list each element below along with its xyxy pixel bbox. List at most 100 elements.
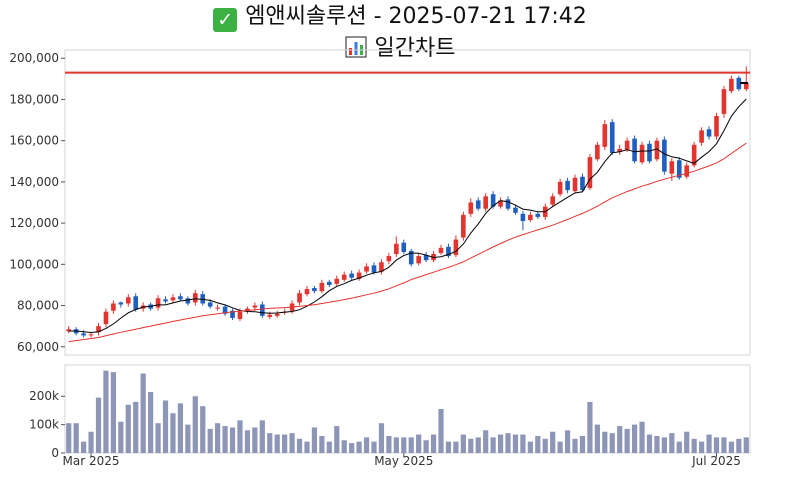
candle-body	[364, 266, 369, 272]
volume-y-tick-label: 200k	[29, 389, 59, 403]
long-moving-average-line	[68, 142, 747, 343]
volume-bar	[408, 437, 414, 453]
volume-bar	[274, 434, 280, 453]
candles	[66, 66, 749, 338]
candle-body	[334, 278, 340, 284]
candle-body	[96, 326, 101, 333]
volume-bars	[66, 370, 749, 453]
candle-body	[729, 78, 734, 92]
candle-body	[743, 82, 749, 90]
volume-y-axis: 0 100k 200k	[29, 389, 65, 460]
volume-bar	[572, 438, 578, 453]
candle-body	[118, 302, 124, 305]
candle-body	[192, 293, 198, 303]
candle-body	[66, 329, 72, 332]
candle-body	[513, 207, 518, 213]
volume-bar	[550, 431, 556, 453]
candle-body	[416, 256, 421, 264]
volume-bar	[341, 440, 347, 453]
reference-line-group	[65, 71, 750, 84]
candle-body	[274, 313, 280, 316]
volume-bar	[594, 424, 600, 453]
candle-body	[103, 311, 109, 325]
volume-bar	[401, 437, 407, 453]
candle-body	[721, 89, 727, 114]
candle-body	[81, 333, 86, 336]
volume-bar	[631, 424, 638, 453]
candle-body	[394, 243, 399, 255]
volume-bar	[319, 435, 325, 453]
volume-bar	[378, 423, 385, 453]
candle-body	[475, 200, 481, 209]
candle-body	[669, 161, 675, 174]
candle-body	[617, 148, 623, 153]
candle-body	[453, 239, 459, 256]
volume-bar	[736, 438, 742, 453]
candle-body	[312, 288, 317, 292]
volume-bar	[535, 435, 541, 453]
volume-bar	[252, 427, 258, 453]
volume-bar	[713, 437, 720, 453]
volume-bar	[356, 441, 362, 453]
volume-bar	[177, 403, 184, 453]
volume-bar	[624, 428, 630, 453]
candle-body	[88, 334, 94, 336]
candle-body	[535, 213, 541, 217]
volume-bar	[453, 441, 459, 453]
candle-body	[714, 115, 719, 137]
candle-body	[215, 307, 220, 309]
short-moving-average-line	[68, 98, 747, 334]
candle-body	[163, 299, 168, 302]
candle-body	[699, 130, 704, 143]
candle-body	[267, 314, 273, 317]
candle-body	[498, 200, 503, 207]
volume-y-tick-label: 100k	[29, 418, 59, 432]
price-y-tick-label: 100,000	[9, 257, 59, 271]
candle-body	[557, 181, 563, 195]
candle-body	[155, 298, 161, 308]
volume-panel-frame	[64, 364, 751, 454]
volume-bar	[162, 400, 169, 453]
subtitle-text: 일간차트	[374, 36, 456, 61]
candle-body	[706, 129, 712, 137]
volume-bar	[527, 441, 533, 453]
volume-bar	[371, 441, 377, 453]
x-tick-label: Mar 2025	[63, 454, 120, 468]
check-mark-icon: ✓	[213, 8, 238, 32]
volume-bar	[669, 433, 675, 453]
volume-bar	[423, 440, 429, 453]
candle-body	[260, 304, 265, 316]
candle-body	[297, 293, 302, 303]
candle-body	[490, 194, 496, 207]
volume-bar	[505, 433, 511, 453]
candle-body	[170, 297, 176, 301]
volume-bar	[416, 434, 422, 453]
candle-body	[654, 140, 660, 160]
x-tick-label: May 2025	[374, 454, 433, 468]
volume-bar	[698, 441, 705, 453]
candle-body	[111, 303, 116, 311]
volume-bar	[684, 431, 690, 453]
candle-body	[446, 246, 451, 257]
volume-bar	[118, 421, 124, 453]
volume-bar	[200, 406, 206, 453]
volume-bar	[73, 423, 79, 453]
candle-body	[572, 177, 578, 192]
price-y-tick-label: 200,000	[9, 51, 59, 65]
volume-bar	[222, 426, 228, 453]
volume-bar	[438, 409, 444, 453]
volume-bar	[706, 434, 712, 453]
volume-bar	[512, 434, 519, 453]
volume-bar	[349, 443, 355, 453]
volume-bar	[445, 441, 452, 453]
volume-bar	[229, 427, 236, 453]
volume-bar	[289, 433, 295, 453]
candle-body	[230, 310, 235, 318]
candle-body	[319, 282, 325, 292]
volume-bar	[520, 434, 526, 453]
candle-body	[438, 247, 444, 253]
candle-body	[565, 180, 570, 191]
volume-bar	[326, 441, 332, 453]
